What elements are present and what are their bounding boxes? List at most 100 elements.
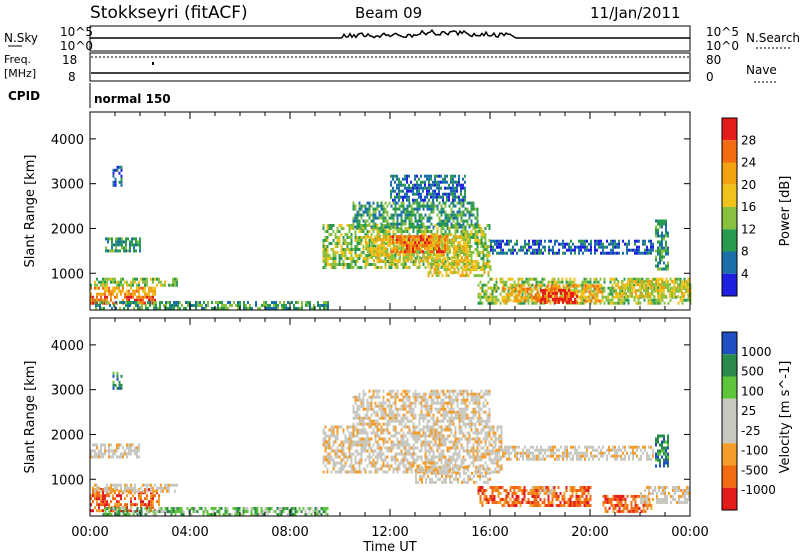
velocity-cell bbox=[438, 452, 441, 456]
power-cell bbox=[140, 298, 142, 302]
power-cell bbox=[584, 284, 587, 288]
velocity-cell bbox=[412, 431, 415, 435]
velocity-cell bbox=[266, 510, 269, 513]
power-cell bbox=[126, 292, 128, 296]
velocity-cell bbox=[336, 455, 339, 459]
power-cell bbox=[477, 274, 480, 278]
power-cell bbox=[373, 238, 375, 242]
power-cell bbox=[418, 244, 420, 248]
velocity-cell bbox=[440, 449, 443, 453]
power-cell bbox=[455, 235, 457, 239]
power-cell bbox=[171, 307, 173, 310]
power-cell bbox=[365, 244, 367, 248]
power-cell bbox=[169, 307, 171, 310]
power-cell bbox=[435, 265, 438, 269]
power-cell bbox=[679, 280, 682, 284]
velocity-cell bbox=[380, 464, 383, 468]
velocity-cell bbox=[234, 507, 237, 510]
power-cell bbox=[451, 256, 453, 260]
power-cell bbox=[422, 233, 425, 236]
power-cell bbox=[501, 280, 504, 284]
power-cell bbox=[574, 248, 576, 252]
power-cell bbox=[410, 219, 413, 223]
power-cell bbox=[391, 259, 393, 263]
power-cell bbox=[480, 242, 483, 245]
power-cell bbox=[420, 204, 423, 208]
power-cell bbox=[432, 183, 434, 187]
power-cell bbox=[542, 251, 544, 255]
velocity-cell bbox=[402, 446, 405, 450]
power-cell bbox=[598, 287, 601, 291]
power-cell bbox=[655, 249, 657, 253]
velocity-cell bbox=[244, 507, 247, 510]
velocity-cell bbox=[356, 431, 359, 435]
power-cell bbox=[434, 242, 437, 245]
velocity-cell bbox=[110, 443, 112, 447]
power-cell bbox=[410, 189, 412, 193]
power-cell bbox=[111, 307, 113, 310]
power-cell bbox=[651, 289, 653, 292]
velocity-cell bbox=[420, 446, 423, 450]
power-cell bbox=[152, 277, 154, 281]
power-cell bbox=[385, 253, 387, 257]
power-cell bbox=[399, 259, 401, 263]
power-cell bbox=[671, 289, 673, 292]
velocity-cell bbox=[450, 461, 453, 465]
velocity-cell bbox=[310, 513, 313, 516]
power-cell bbox=[95, 307, 97, 310]
power-cell bbox=[480, 245, 483, 248]
power-cell bbox=[461, 268, 464, 272]
power-cell bbox=[261, 304, 263, 307]
power-cell bbox=[271, 307, 273, 310]
power-cell bbox=[131, 243, 133, 247]
velocity-cell bbox=[158, 507, 161, 510]
power-cell bbox=[249, 307, 251, 310]
power-cell bbox=[124, 280, 126, 284]
power-cell bbox=[613, 286, 616, 290]
power-cell bbox=[636, 251, 638, 255]
power-cell bbox=[594, 239, 596, 243]
velocity-cell bbox=[100, 443, 102, 447]
velocity-cell bbox=[380, 446, 383, 450]
power-cell bbox=[552, 287, 555, 291]
power-cell bbox=[647, 301, 650, 305]
power-cell bbox=[625, 292, 627, 295]
velocity-cell bbox=[128, 513, 131, 516]
velocity-cell bbox=[350, 431, 353, 435]
velocity-cell bbox=[166, 486, 168, 490]
power-cell bbox=[140, 286, 142, 290]
power-cell bbox=[655, 286, 657, 289]
velocity-cell bbox=[386, 440, 389, 444]
power-cell bbox=[665, 249, 667, 253]
power-cell bbox=[406, 230, 409, 233]
velocity-cell bbox=[440, 458, 443, 462]
power-cell bbox=[456, 254, 459, 257]
velocity-cell bbox=[264, 507, 267, 510]
power-cell bbox=[448, 257, 451, 260]
velocity-cell bbox=[112, 386, 115, 390]
power-cell bbox=[120, 183, 123, 187]
power-cell bbox=[648, 251, 650, 255]
velocity-cell bbox=[322, 458, 325, 462]
velocity-cell bbox=[164, 486, 166, 490]
velocity-cell bbox=[326, 470, 329, 474]
power-cell bbox=[517, 280, 520, 284]
power-cell bbox=[524, 293, 527, 297]
power-cell bbox=[110, 280, 112, 284]
velocity-cell bbox=[392, 425, 395, 429]
velocity-cell bbox=[394, 431, 397, 435]
power-cell bbox=[467, 274, 470, 278]
power-cell bbox=[160, 283, 162, 287]
velocity-cell bbox=[336, 452, 339, 456]
power-cell bbox=[140, 295, 142, 299]
velocity-cell bbox=[396, 443, 399, 447]
power-cell bbox=[152, 298, 154, 302]
power-cell bbox=[544, 300, 546, 304]
power-cell bbox=[438, 195, 440, 199]
power-cell bbox=[90, 301, 92, 305]
power-cell bbox=[123, 249, 125, 253]
power-cell bbox=[520, 284, 523, 288]
power-cell bbox=[422, 204, 425, 208]
power-cell bbox=[195, 307, 197, 310]
power-cell bbox=[448, 213, 451, 217]
